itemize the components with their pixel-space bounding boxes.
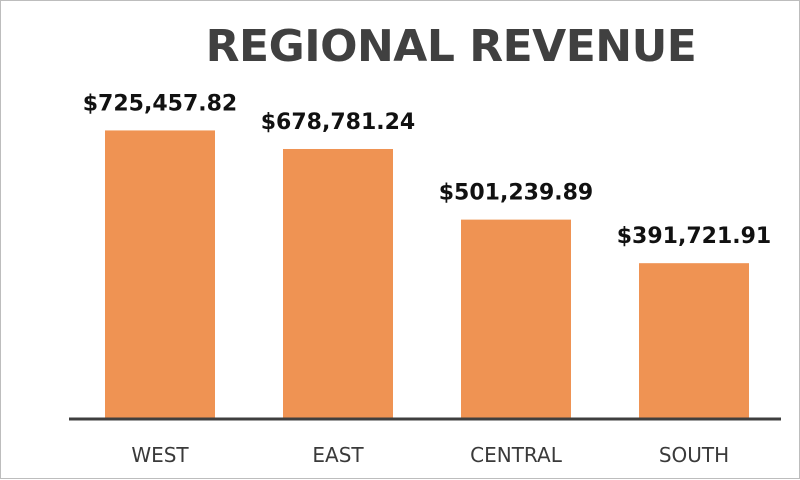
x-tick-label-south: SOUTH [659, 443, 729, 467]
data-label-central: $501,239.89 [439, 181, 593, 206]
bar-central [461, 219, 571, 419]
bar-south [639, 263, 749, 419]
bar-east [283, 148, 393, 419]
data-labels-group: $725,457.82 $678,781.24 $501,239.89 $391,72… [83, 91, 771, 249]
data-label-east: $678,781.24 [261, 110, 415, 135]
chart-title: REGIONAL REVENUE [205, 21, 697, 72]
data-label-west: $725,457.82 [83, 91, 237, 116]
x-tick-label-central: CENTRAL [470, 443, 563, 467]
x-tick-label-east: EAST [312, 443, 364, 467]
x-tick-labels-group: WEST EAST CENTRAL SOUTH [131, 443, 729, 467]
data-label-south: $391,721.91 [617, 224, 771, 249]
bar-west [105, 130, 215, 419]
bars-group [105, 130, 749, 419]
x-tick-label-west: WEST [131, 443, 189, 467]
